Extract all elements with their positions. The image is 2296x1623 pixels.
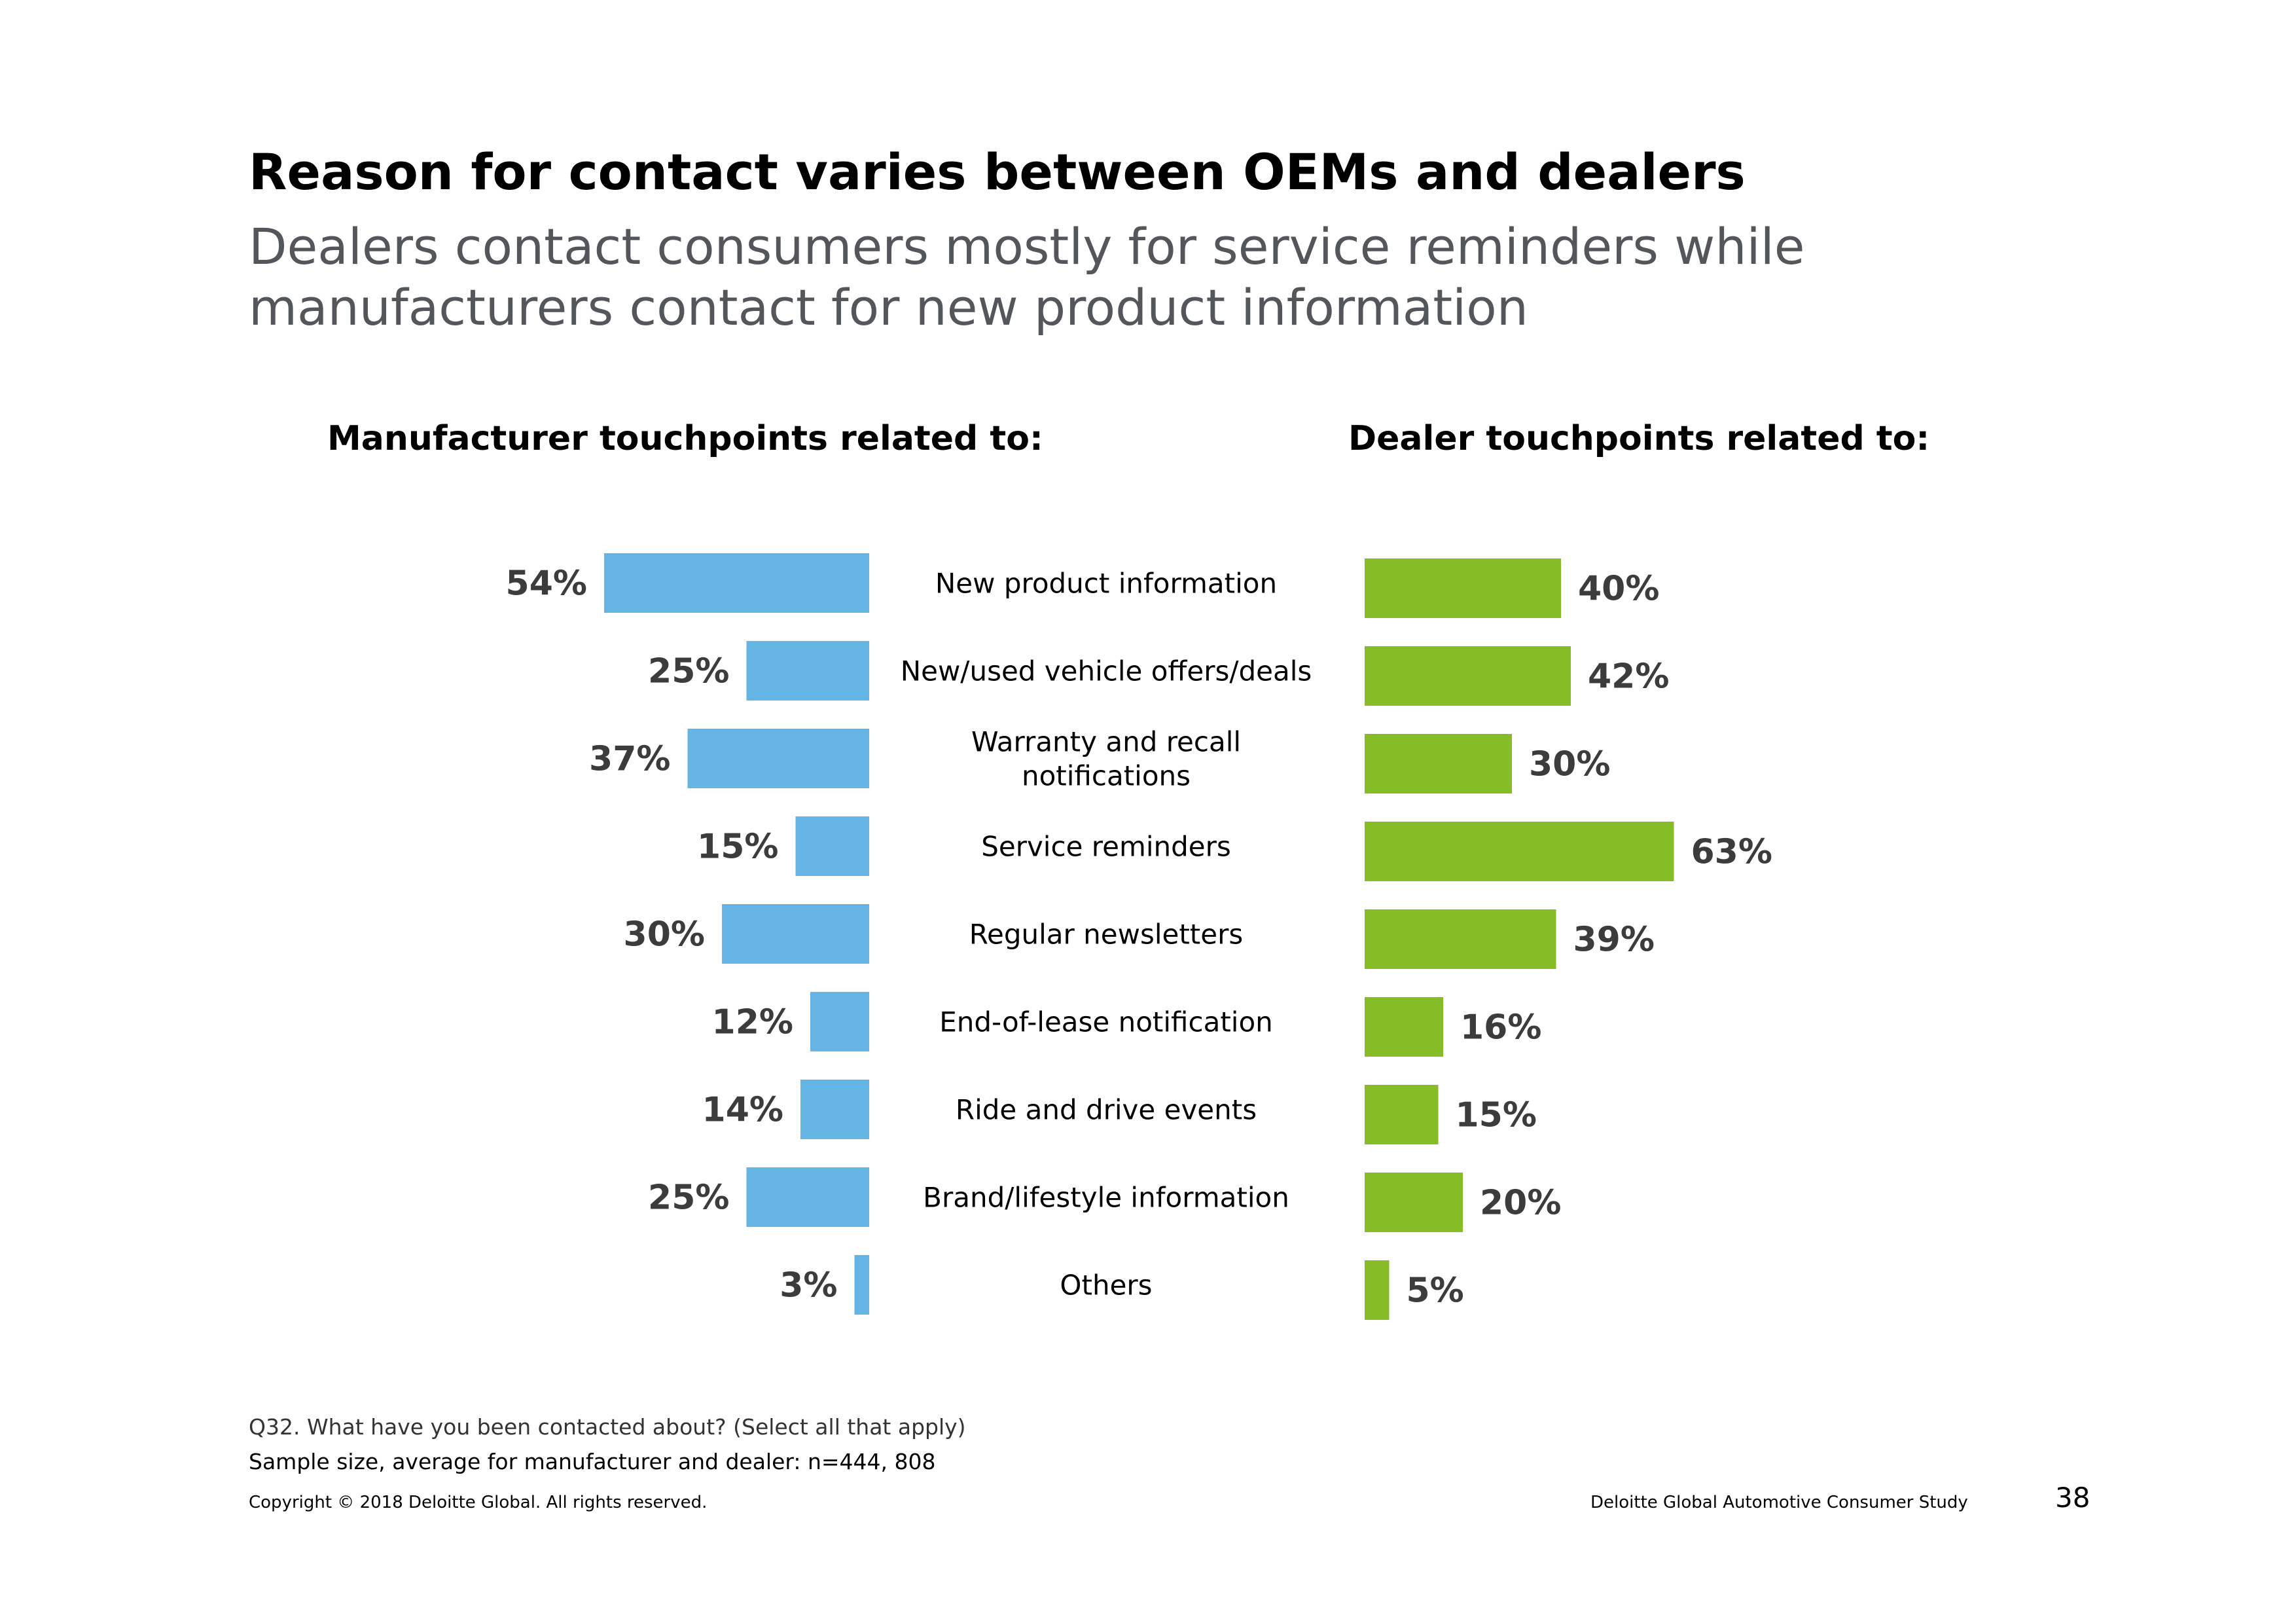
manufacturer-value-label: 3%	[780, 1266, 837, 1305]
dealer-heading: Dealer touchpoints related to:	[1348, 419, 1930, 458]
manufacturer-bar	[746, 641, 869, 701]
manufacturer-bar	[795, 816, 869, 876]
category-label: Brand/lifestyle information	[923, 1182, 1289, 1214]
dealer-value-label: 20%	[1480, 1184, 1561, 1223]
manufacturer-value-label: 12%	[712, 1003, 793, 1042]
dealer-value-label: 42%	[1588, 657, 1669, 697]
slide-title: Reason for contact varies between OEMs a…	[249, 143, 1746, 201]
category-label-line: Warranty and recall	[971, 726, 1241, 758]
copyright-notice: Copyright © 2018 Deloitte Global. All ri…	[249, 1493, 708, 1512]
category-label-line: New/used vehicle offers/deals	[901, 655, 1312, 687]
dealer-value-label: 16%	[1460, 1008, 1541, 1048]
manufacturer-bar	[722, 904, 869, 964]
dealer-value-label: 39%	[1573, 921, 1655, 960]
manufacturer-value-label: 25%	[648, 652, 729, 691]
category-label-line: Others	[1060, 1269, 1152, 1302]
dealer-value-label: 5%	[1407, 1271, 1464, 1311]
category-label: New product information	[935, 568, 1277, 600]
sample-size-note: Sample size, average for manufacturer an…	[249, 1449, 936, 1474]
manufacturer-bar	[810, 992, 869, 1051]
dealer-bar	[1365, 1173, 1463, 1232]
manufacturer-value-label: 14%	[702, 1091, 783, 1130]
dealer-bar	[1365, 734, 1512, 793]
page-number: 38	[2055, 1482, 2090, 1514]
category-label-line: Service reminders	[981, 831, 1231, 863]
category-label: End-of-lease notification	[939, 1006, 1273, 1038]
manufacturer-value-label: 25%	[648, 1178, 729, 1218]
manufacturer-value-label: 30%	[624, 915, 705, 955]
study-name: Deloitte Global Automotive Consumer Stud…	[1590, 1493, 1968, 1512]
manufacturer-heading: Manufacturer touchpoints related to:	[327, 419, 1043, 458]
category-label: New/used vehicle offers/deals	[901, 655, 1312, 687]
category-label: Regular newsletters	[969, 919, 1244, 951]
category-label-line: Brand/lifestyle information	[923, 1182, 1289, 1214]
manufacturer-bar	[687, 729, 869, 788]
manufacturer-value-label: 37%	[589, 740, 670, 779]
touchpoints-chart: 54% 40% New product information 25% 42% New/u…	[506, 553, 1772, 1320]
category-label-line: End-of-lease notification	[939, 1006, 1273, 1038]
category-label-line: Regular newsletters	[969, 919, 1244, 951]
dealer-bar	[1365, 909, 1556, 969]
manufacturer-value-label: 54%	[506, 564, 587, 604]
dealer-value-label: 40%	[1578, 570, 1659, 609]
dealer-value-label: 15%	[1456, 1096, 1537, 1135]
category-label: Others	[1060, 1269, 1152, 1302]
category-label-line: New product information	[935, 568, 1277, 600]
manufacturer-bar	[800, 1080, 869, 1139]
manufacturer-bar	[746, 1167, 869, 1227]
dealer-bar	[1365, 997, 1443, 1057]
dealer-value-label: 30%	[1529, 745, 1610, 784]
category-label: Ride and drive events	[956, 1094, 1257, 1126]
survey-question: Q32. What have you been contacted about?…	[249, 1414, 966, 1440]
manufacturer-bar	[854, 1255, 869, 1315]
category-label: Warranty and recall notifications	[971, 726, 1241, 792]
dealer-bar	[1365, 646, 1571, 706]
dealer-bar	[1365, 822, 1674, 881]
category-label-line: Ride and drive events	[956, 1094, 1257, 1126]
dealer-value-label: 63%	[1691, 833, 1772, 872]
category-label: Service reminders	[981, 831, 1231, 863]
dealer-bar	[1365, 558, 1561, 618]
slide-subtitle: Dealers contact consumers mostly for ser…	[249, 217, 1805, 337]
dealer-bar	[1365, 1085, 1439, 1144]
manufacturer-value-label: 15%	[697, 828, 778, 867]
manufacturer-bar	[604, 553, 869, 613]
dealer-bar	[1365, 1260, 1390, 1320]
category-label-line: notifications	[1022, 760, 1191, 792]
